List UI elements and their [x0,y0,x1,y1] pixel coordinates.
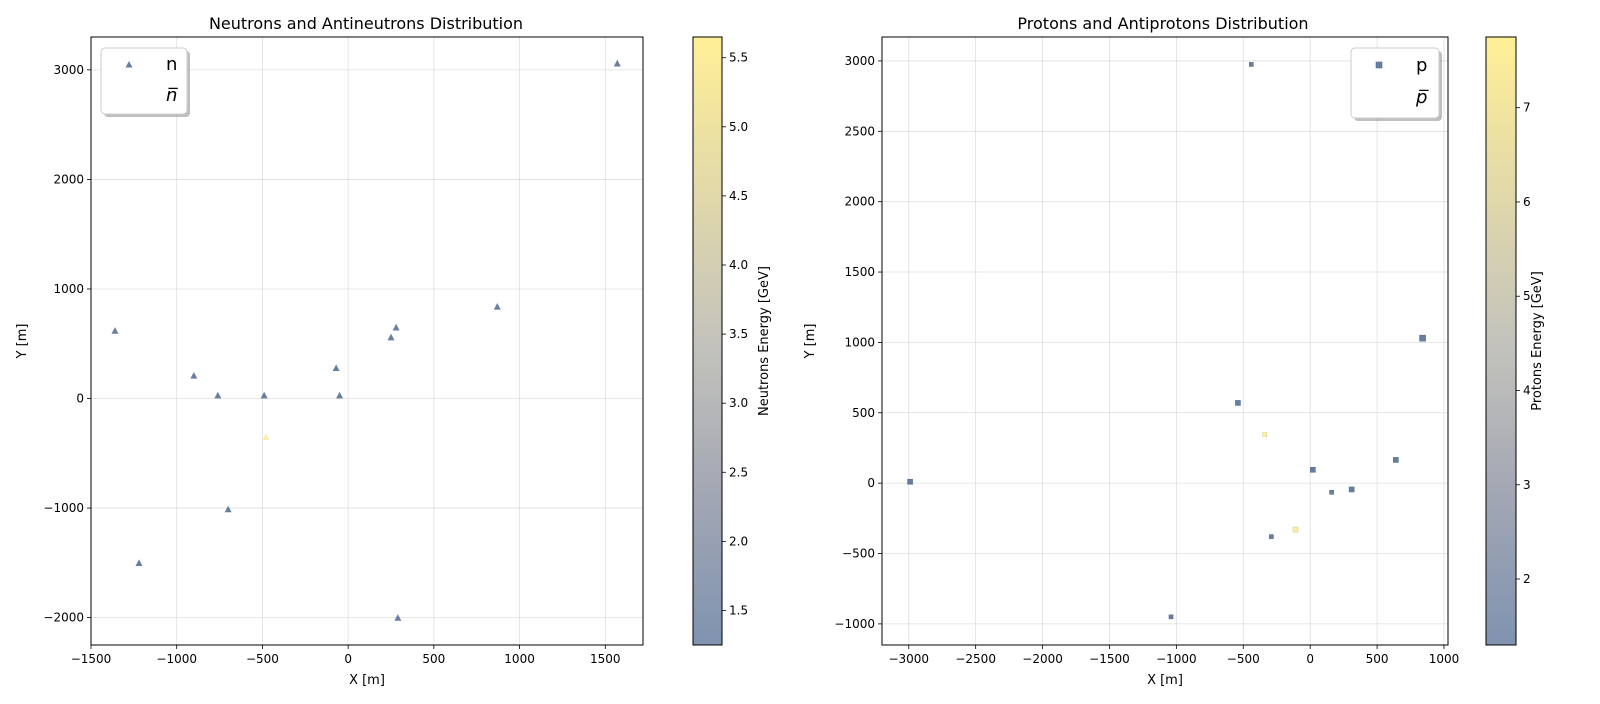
neutron-colorbar-label: Neutrons Energy [GeV] [757,266,772,416]
neutron-particle-point [111,327,119,334]
neutron-colorbar-tick-label: 4.5 [729,189,748,203]
proton-particle-point [1269,534,1274,539]
proton-particle-point [1168,614,1174,620]
proton-chart: Protons and Antiprotons Distribution −30… [803,14,1545,688]
proton-colorbar-tick-label: 4 [1523,383,1531,397]
neutron-x-tick-label: −1000 [156,652,197,666]
neutron-colorbar-tick-label: 2.5 [729,465,748,479]
proton-x-tick-label: −2500 [955,652,996,666]
proton-y-tick-label: −1000 [834,617,875,631]
neutron-particle-point [260,391,268,399]
neutron-legend-label-nbar: n̅ [166,85,179,106]
neutron-antiparticle-point [262,433,270,441]
proton-y-tick-label: 0 [867,476,875,490]
neutron-particle-point [190,372,198,379]
proton-colorbar-tick-label: 6 [1523,195,1531,209]
proton-particle-point [1249,62,1254,67]
neutron-x-tick-label: −1500 [71,652,112,666]
neutron-y-tick-label: 0 [76,392,84,406]
proton-y-tick-label: −500 [842,547,875,561]
proton-colorbar-label: Protons Energy [GeV] [1530,271,1545,411]
proton-y-tick-label: 2000 [844,195,875,209]
neutron-particle-point [214,391,222,399]
neutron-colorbar-gradient [692,36,723,646]
proton-legend-label-p: p [1416,55,1427,76]
proton-colorbar-tick-label: 3 [1523,478,1531,492]
neutron-x-tick-label: −500 [246,652,279,666]
proton-antiparticle-point [1262,432,1267,437]
neutron-legend-marker [125,61,133,68]
neutron-x-tick-label: 1000 [504,652,535,666]
proton-legend-marker [1375,61,1383,69]
proton-legend: p p̅ [1350,47,1442,121]
proton-y-tick-label: 1500 [844,265,875,279]
neutron-y-tick-label: 1000 [53,282,84,296]
neutron-particle-point [135,559,143,566]
neutron-legend-label-n: n [166,54,177,75]
proton-x-tick-label: 1000 [1429,652,1460,666]
proton-particle-point [907,478,913,485]
proton-plot-frame [881,36,1449,646]
proton-colorbar-tick-label: 7 [1523,101,1531,115]
neutron-legend: n n̅ [100,47,190,117]
proton-colorbar-tick-label: 2 [1523,572,1531,586]
proton-y-tick-label: 2500 [844,124,875,138]
neutron-particle-point [493,302,501,310]
neutron-colorbar-tick-label: 3.5 [729,327,748,341]
neutron-particle-point [613,59,621,67]
neutron-colorbar-tick-label: 2.0 [729,534,748,548]
neutron-colorbar-tick-label: 3.0 [729,396,748,410]
proton-x-tick-label: −500 [1227,652,1260,666]
neutron-particle-point [224,505,232,513]
neutron-y-tick-label: 3000 [53,63,84,77]
neutron-colorbar: 1.5 2.0 2.5 3.0 3.5 4.0 4.5 5.0 5.5 Neutrons Ene… [692,36,772,646]
proton-y-axis-label: Y [m] [803,324,818,360]
neutron-particle-point [336,391,344,399]
neutron-y-axis-label: Y [m] [15,324,30,360]
neutron-plot-frame [90,36,644,646]
neutron-particle-point [387,333,395,341]
neutron-x-tick-label: 1500 [590,652,621,666]
proton-particle-point [1393,457,1399,463]
neutron-y-tick-label: −2000 [43,611,84,625]
proton-x-tick-label: 0 [1306,652,1314,666]
neutron-chart-title: Neutrons and Antineutrons Distribution [209,14,523,33]
neutron-y-tick-label: 2000 [53,172,84,186]
proton-x-axis-label: X [m] [1147,673,1183,688]
proton-x-tick-label: 500 [1366,652,1389,666]
proton-y-tick-label: 1000 [844,335,875,349]
proton-colorbar: 2 3 4 5 6 7 Protons Energy [GeV] [1485,36,1545,646]
proton-antiparticle-point [1292,526,1299,533]
proton-particle-point [1329,489,1334,495]
proton-colorbar-tick-label: 5 [1523,289,1531,303]
proton-x-tick-label: −1500 [1089,652,1130,666]
neutron-y-tick-label: −1000 [43,501,84,515]
proton-chart-title: Protons and Antiprotons Distribution [1017,14,1308,33]
neutron-particle-point [392,323,400,331]
proton-particle-point [1310,466,1316,473]
proton-particle-point [1419,334,1426,342]
neutron-chart: Neutrons and Antineutrons Distribution −… [15,14,772,688]
proton-x-tick-label: −1000 [1156,652,1197,666]
proton-colorbar-gradient [1485,36,1517,646]
neutron-colorbar-tick-label: 4.0 [729,258,748,272]
proton-y-tick-label: 500 [852,406,875,420]
proton-particle-point [1348,486,1355,493]
neutron-x-axis-label: X [m] [349,673,385,688]
proton-x-tick-label: −3000 [888,652,929,666]
neutron-colorbar-tick-label: 5.0 [729,120,748,134]
proton-legend-label-pbar: p̅ [1415,87,1429,108]
proton-y-tick-label: 3000 [844,54,875,68]
proton-x-tick-label: −2000 [1022,652,1063,666]
neutron-colorbar-tick-label: 1.5 [729,603,748,617]
neutron-x-tick-label: 500 [422,652,445,666]
proton-particle-point [1235,400,1241,406]
neutron-particle-point [394,614,402,621]
neutron-particle-point [332,364,340,371]
neutron-colorbar-tick-label: 5.5 [729,51,748,65]
neutron-x-tick-label: 0 [344,652,352,666]
